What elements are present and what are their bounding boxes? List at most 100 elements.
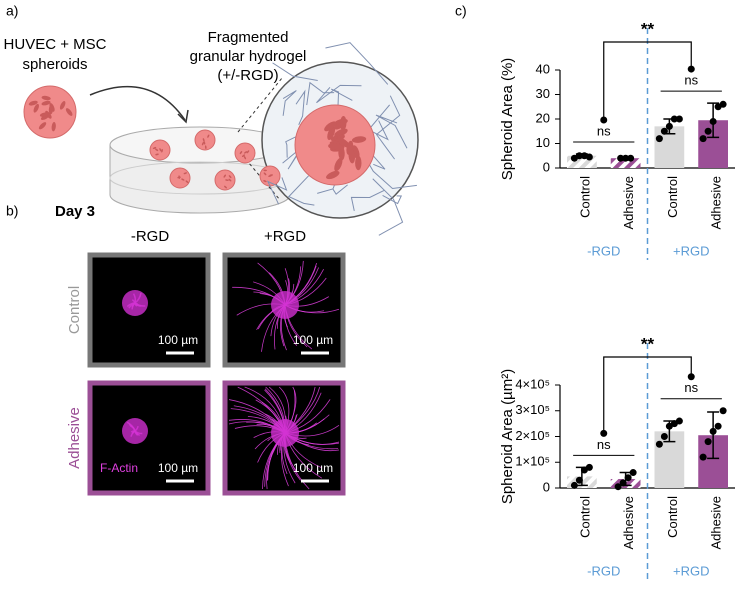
charts: Spheroid Area (%) 0 10 20 30 40 Control Adhesiv… [499, 19, 735, 580]
hydrogel-fragment [372, 178, 404, 236]
cell [243, 156, 247, 160]
hydrogel-fragment [350, 189, 385, 212]
cell [48, 104, 53, 115]
cell [355, 155, 362, 171]
cell [38, 122, 47, 130]
data-point [585, 463, 593, 471]
data-point [660, 433, 668, 440]
y-tick-label: 0 [543, 479, 550, 494]
x-tick-label: Control [665, 176, 680, 218]
significance: ns [597, 437, 611, 452]
data-point [665, 122, 673, 130]
data-point [575, 476, 583, 484]
hydrogel-fragment [295, 89, 306, 126]
cell [207, 134, 210, 138]
cell [348, 148, 356, 164]
bracket-end [600, 116, 608, 124]
data-point [660, 127, 668, 135]
hydrogel-label: granular hydrogel [190, 48, 307, 65]
bracket-end [687, 373, 695, 381]
cell [185, 180, 189, 184]
cell [327, 126, 336, 141]
hydrogel-label: (+/-RGD) [217, 67, 278, 84]
cell [269, 174, 274, 176]
cell [263, 169, 267, 172]
cell-body [271, 291, 299, 319]
data-point [719, 100, 727, 108]
hydrogel-fragment [285, 133, 303, 158]
data-point [704, 438, 712, 446]
scale-bar-label: 100 µm [293, 333, 333, 347]
data-point [699, 453, 707, 461]
cell [328, 143, 343, 151]
significance-bracket [603, 41, 692, 121]
panel-label: c) [455, 3, 467, 19]
column-label: +RGD [264, 228, 306, 245]
significance-bracket [603, 356, 692, 434]
data-point [704, 127, 712, 135]
column-label: -RGD [131, 228, 169, 245]
y-tick-label: 1×10⁵ [515, 454, 550, 469]
micrograph [87, 252, 211, 368]
row-label: Control [66, 286, 83, 334]
data-point [699, 135, 707, 143]
hydrogel-fragment [306, 81, 335, 106]
day-label: Day 3 [55, 203, 95, 220]
x-tick-label: Control [577, 176, 592, 218]
cell [204, 145, 207, 149]
cell [202, 138, 205, 142]
group-label: -RGD [587, 243, 620, 258]
y-axis-label: Spheroid Area (%) [499, 58, 516, 181]
panel-label: a) [6, 3, 18, 19]
y-tick-label: 0 [543, 159, 550, 174]
data-point [670, 115, 678, 123]
cell [239, 151, 243, 155]
row-label: Adhesive [66, 407, 83, 469]
y-tick-label: 2×10⁵ [515, 428, 550, 443]
cell [228, 178, 232, 182]
data-point [709, 117, 717, 125]
y-tick-label: 10 [536, 135, 550, 150]
cell [177, 176, 181, 179]
cell-body [122, 418, 148, 444]
y-tick-label: 20 [536, 110, 550, 125]
bracket-end [687, 65, 695, 73]
significance: ns [597, 123, 611, 138]
spheroid [214, 169, 236, 191]
cell [351, 136, 367, 143]
cell [161, 149, 163, 153]
cell [228, 175, 232, 179]
cell [28, 100, 38, 106]
x-tick-label: Control [665, 496, 680, 538]
cells-label: spheroids [22, 56, 87, 73]
hydrogel-fragment [266, 177, 288, 205]
cell [326, 170, 340, 180]
data-point [629, 469, 637, 477]
illustration [23, 42, 419, 236]
data-point [627, 154, 635, 162]
cell [224, 185, 227, 189]
cell [263, 172, 267, 176]
data-point [655, 135, 663, 143]
bracket-end [600, 429, 608, 437]
cell [155, 153, 159, 156]
cell [324, 121, 337, 132]
y-tick-label: 30 [536, 86, 550, 101]
cell [225, 179, 229, 182]
cell [51, 122, 56, 132]
cell [334, 157, 343, 172]
data-point [622, 154, 630, 162]
hydrogel-fragment [282, 90, 297, 116]
cell [263, 180, 267, 183]
cell-body [271, 419, 299, 447]
data-point [675, 417, 683, 425]
cell [41, 100, 51, 106]
cell [155, 148, 159, 152]
group-label: +RGD [673, 563, 709, 578]
cell-body [122, 290, 148, 316]
group-label: -RGD [587, 563, 620, 578]
hydrogel-fragment [382, 195, 403, 205]
x-tick-label: Control [577, 496, 592, 538]
x-tick-label: Adhesive [621, 176, 636, 229]
